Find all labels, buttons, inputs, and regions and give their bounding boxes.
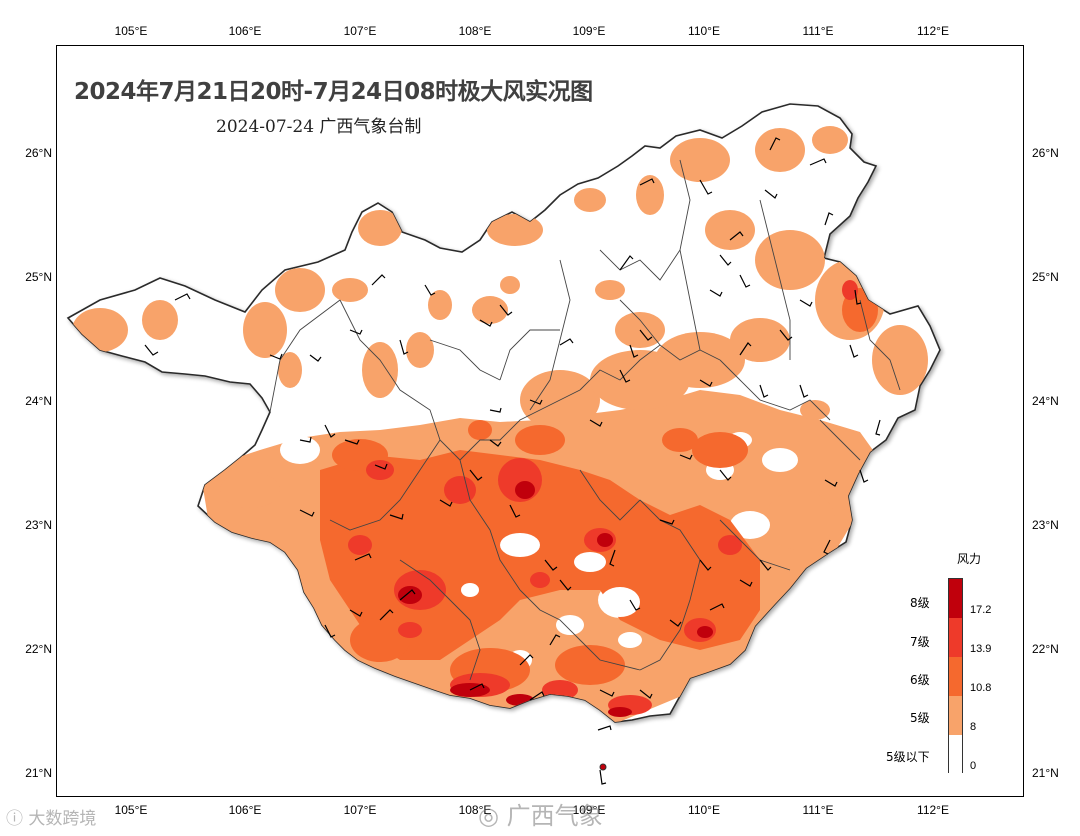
wind-barbs bbox=[144, 137, 881, 785]
legend-level-label: 5级 bbox=[910, 711, 930, 725]
watermark-center-text: 广西气象 bbox=[506, 802, 603, 830]
legend-color-bar bbox=[948, 578, 963, 774]
lon-tick: 108°E bbox=[458, 24, 492, 38]
lat-tick: 24°N bbox=[25, 394, 52, 408]
island-marker bbox=[599, 763, 607, 771]
legend-swatch-level5 bbox=[949, 696, 962, 735]
lon-tick: 112°E bbox=[917, 24, 949, 38]
legend-level-label: 5级以下 bbox=[886, 750, 930, 764]
lon-tick: 107°E bbox=[343, 24, 377, 38]
wind-level-fill bbox=[72, 126, 928, 722]
legend-swatch-level8 bbox=[949, 579, 962, 618]
watermark-center: ◎ 广西气象 bbox=[478, 796, 603, 831]
map-subtitle: 2024-07-24 广西气象台制 bbox=[216, 117, 422, 137]
lat-tick: 23°N bbox=[1032, 518, 1059, 532]
lat-tick: 25°N bbox=[25, 270, 52, 284]
lat-tick: 23°N bbox=[25, 518, 52, 532]
lon-tick: 107°E bbox=[343, 803, 377, 817]
lon-tick: 105°E bbox=[114, 24, 148, 38]
lon-tick: 109°E bbox=[572, 803, 606, 817]
lon-tick: 110°E bbox=[688, 24, 720, 38]
lon-tick: 105°E bbox=[114, 803, 148, 817]
map-title: 2024年7月21日20时-7月24日08时极大风实况图 bbox=[74, 79, 593, 105]
district-boundaries bbox=[269, 159, 901, 681]
legend-level-label: 6级 bbox=[910, 673, 930, 687]
lat-tick: 22°N bbox=[1032, 642, 1059, 656]
legend-swatch-level6 bbox=[949, 657, 962, 696]
legend-value: 10.8 bbox=[970, 682, 992, 694]
lon-tick: 111°E bbox=[802, 803, 834, 817]
legend-swatch-below5 bbox=[949, 735, 962, 774]
legend-value: 8 bbox=[970, 721, 977, 733]
legend-title: 风力 bbox=[957, 552, 982, 566]
lat-tick: 21°N bbox=[25, 766, 52, 780]
watermark-left: ⓘ 大数跨境 bbox=[6, 804, 96, 829]
weibo-icon: ◎ bbox=[478, 802, 499, 830]
legend-value: 13.9 bbox=[970, 643, 992, 655]
lat-tick: 24°N bbox=[1032, 394, 1059, 408]
lon-tick: 112°E bbox=[917, 803, 949, 817]
watermark-left-text: 大数跨境 bbox=[28, 809, 97, 829]
lon-tick: 109°E bbox=[572, 24, 606, 38]
lon-tick: 111°E bbox=[802, 24, 834, 38]
lat-tick: 26°N bbox=[25, 146, 52, 160]
watermark-logo-icon: ⓘ bbox=[6, 809, 23, 829]
lon-tick: 106°E bbox=[228, 24, 262, 38]
lat-tick: 21°N bbox=[1032, 766, 1059, 780]
lon-tick: 106°E bbox=[228, 803, 262, 817]
legend-level-label: 7级 bbox=[910, 635, 930, 649]
lon-tick: 110°E bbox=[688, 803, 720, 817]
legend-level-label: 8级 bbox=[910, 596, 930, 610]
lon-tick: 108°E bbox=[458, 803, 492, 817]
legend-swatch-level7 bbox=[949, 618, 962, 657]
lat-tick: 26°N bbox=[1032, 146, 1059, 160]
lat-tick: 25°N bbox=[1032, 270, 1059, 284]
legend-value: 0 bbox=[970, 760, 977, 772]
lat-tick: 22°N bbox=[25, 642, 52, 656]
legend-value: 17.2 bbox=[970, 604, 992, 616]
